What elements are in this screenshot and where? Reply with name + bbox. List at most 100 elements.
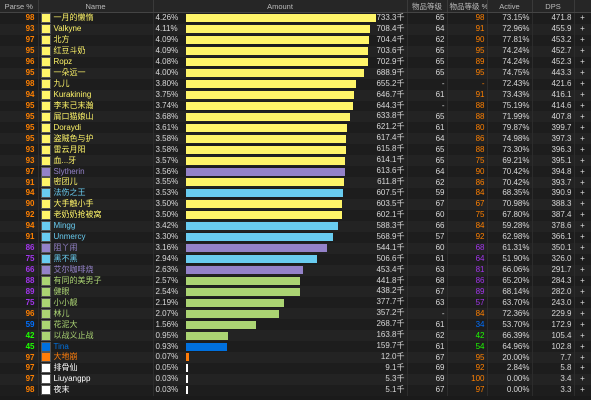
table-row[interactable]: 75 小小靓 2.19% 377.7千 63 57 63.70% 243.0 + — [0, 297, 591, 309]
expand-row-button[interactable]: + — [574, 220, 591, 232]
table-row[interactable]: 94 法伤之王 3.53% 607.5千 59 84 68.35% 390.9 + — [0, 188, 591, 199]
player-name[interactable]: 屑口猫娘山 — [53, 111, 94, 121]
player-name-cell[interactable]: Liuyangpp — [38, 373, 154, 385]
player-name[interactable]: Tina — [53, 341, 69, 351]
expand-row-button[interactable]: + — [574, 45, 591, 57]
col-header-item-level[interactable]: 物品等级 — [407, 0, 448, 13]
player-name-cell[interactable]: 夜末 — [38, 384, 154, 396]
player-name-cell[interactable]: 黑不黑 — [38, 253, 154, 265]
player-name-cell[interactable]: 大手触小手 — [38, 198, 154, 210]
table-row[interactable]: 45 Tina 0.93% 159.7千 61 54 64.96% 102.8 + — [0, 341, 591, 353]
player-name[interactable]: 林儿 — [53, 308, 70, 318]
expand-row-button[interactable]: + — [574, 297, 591, 309]
expand-row-button[interactable]: + — [574, 209, 591, 221]
expand-row-button[interactable]: + — [574, 78, 591, 90]
table-row[interactable]: 90 大手触小手 3.50% 603.5千 67 67 70.98% 388.3 + — [0, 198, 591, 210]
table-row[interactable]: 93 雷云月阳 3.58% 615.8千 65 88 73.30% 396.3 + — [0, 144, 591, 156]
player-name[interactable]: Mingg — [53, 221, 76, 231]
player-name-cell[interactable]: 老奶奶抢被窝 — [38, 209, 154, 221]
col-header-dps[interactable]: DPS — [532, 0, 575, 13]
table-row[interactable]: 97 Slytherin 3.56% 613.6千 64 90 70.42% 394.8 + — [0, 166, 591, 178]
player-name[interactable]: Ropz — [53, 57, 73, 67]
table-row[interactable]: 94 Kurakining 3.75% 646.7千 61 91 73.43% 416.1 + — [0, 89, 591, 101]
expand-row-button[interactable]: + — [574, 34, 591, 46]
expand-row-button[interactable]: + — [574, 275, 591, 287]
table-row[interactable]: 92 老奶奶抢被窝 3.50% 602.1千 60 75 67.80% 387.4 + — [0, 209, 591, 221]
expand-row-button[interactable]: + — [574, 177, 591, 188]
player-name-cell[interactable]: 屑口猫娘山 — [38, 111, 154, 123]
player-name[interactable]: 以战义止战 — [53, 330, 94, 340]
expand-row-button[interactable]: + — [574, 198, 591, 210]
expand-row-button[interactable]: + — [574, 155, 591, 167]
player-name-cell[interactable]: 红豆斗奶 — [38, 45, 154, 57]
player-name[interactable]: 血...牙 — [53, 155, 77, 165]
expand-row-button[interactable]: + — [574, 308, 591, 320]
table-row[interactable]: 97 Liuyangpp 0.03% 5.3千 69 100 0.00% 3.4 + — [0, 373, 591, 385]
expand-row-button[interactable]: + — [574, 111, 591, 123]
player-name-cell[interactable]: 大地崩 — [38, 352, 154, 363]
player-name-cell[interactable]: 阻丫闹 — [38, 242, 154, 254]
table-row[interactable]: 95 一朵远一 4.00% 688.9千 65 95 74.75% 443.3 + — [0, 67, 591, 79]
player-name-cell[interactable]: Ropz — [38, 56, 154, 68]
table-row[interactable]: 93 Valkyne 4.11% 708.4千 64 91 72.96% 455.9 + — [0, 23, 591, 35]
col-header-parse[interactable]: Parse % — [0, 0, 39, 13]
table-row[interactable]: 96 林儿 2.07% 357.2千 -84 72.36% 229.9 + — [0, 308, 591, 320]
player-name[interactable]: 大手触小手 — [53, 199, 94, 209]
player-name[interactable]: Liuyangpp — [53, 374, 91, 384]
player-name-cell[interactable]: Doraydi — [38, 122, 154, 134]
player-name[interactable]: 雷云月阳 — [53, 144, 86, 154]
player-name-cell[interactable]: 九儿 — [38, 78, 154, 90]
expand-row-button[interactable]: + — [574, 56, 591, 68]
expand-row-button[interactable]: + — [574, 100, 591, 112]
expand-row-button[interactable]: + — [574, 319, 591, 331]
player-name-cell[interactable]: 盗贼色与护 — [38, 133, 154, 145]
table-row[interactable]: 98 一月的懒惰 4.26% 733.3千 65 98 73.15% 471.8 + — [0, 12, 591, 24]
table-row[interactable]: 91 密团儿 3.55% 611.8千 62 86 70.42% 393.7 + — [0, 177, 591, 188]
player-name-cell[interactable]: Valkyne — [38, 23, 154, 35]
col-header-name[interactable]: Name — [38, 0, 154, 13]
expand-row-button[interactable]: + — [574, 12, 591, 24]
expand-row-button[interactable]: + — [574, 384, 591, 396]
player-name-cell[interactable]: 李末己末瀚 — [38, 100, 154, 112]
col-header-active[interactable]: Active — [487, 0, 533, 13]
player-name-cell[interactable]: 血...牙 — [38, 155, 154, 167]
player-name[interactable]: Unmercy — [53, 232, 86, 242]
table-row[interactable]: 96 Ropz 4.08% 702.9千 65 89 74.24% 452.3 + — [0, 56, 591, 68]
expand-row-button[interactable]: + — [574, 363, 591, 374]
player-name[interactable]: 九儿 — [53, 79, 70, 89]
player-name[interactable]: 小小靓 — [53, 297, 78, 307]
table-row[interactable]: 93 血...牙 3.57% 614.1千 65 75 69.21% 395.1 + — [0, 155, 591, 167]
table-row[interactable]: 94 Mingg 3.42% 588.3千 66 84 59.28% 378.6 + — [0, 220, 591, 232]
player-name-cell[interactable]: 雷云月阳 — [38, 144, 154, 156]
player-name[interactable]: Valkyne — [53, 24, 82, 34]
expand-row-button[interactable]: + — [574, 286, 591, 298]
player-name[interactable]: 夜末 — [53, 385, 70, 395]
player-name[interactable]: Slytherin — [53, 166, 85, 176]
player-name-cell[interactable]: Kurakining — [38, 89, 154, 101]
table-row[interactable]: 75 黑不黑 2.94% 506.6千 61 64 51.90% 326.0 + — [0, 253, 591, 265]
table-row[interactable]: 42 以战义止战 0.95% 163.8千 62 42 66.39% 105.4 + — [0, 330, 591, 342]
player-name[interactable]: 艾尔咖啡烧 — [53, 264, 94, 274]
player-name-cell[interactable]: 健眼 — [38, 286, 154, 298]
table-row[interactable]: 95 盗贼色与护 3.58% 617.4千 64 86 74.98% 397.3 + — [0, 133, 591, 145]
expand-row-button[interactable]: + — [574, 264, 591, 276]
player-name-cell[interactable]: 花泥大 — [38, 319, 154, 331]
expand-row-button[interactable]: + — [574, 373, 591, 385]
player-name[interactable]: 一朵远一 — [53, 68, 86, 78]
player-name-cell[interactable]: Slytherin — [38, 166, 154, 178]
col-header-amount[interactable]: Amount — [153, 0, 408, 13]
player-name-cell[interactable]: 密团儿 — [38, 177, 154, 188]
player-name-cell[interactable]: 林儿 — [38, 308, 154, 320]
player-name-cell[interactable]: 以战义止战 — [38, 330, 154, 342]
expand-row-button[interactable]: + — [574, 253, 591, 265]
player-name[interactable]: 密团儿 — [53, 177, 78, 187]
player-name[interactable]: 北方 — [53, 35, 70, 45]
table-row[interactable]: 59 花泥大 1.56% 268.7千 61 34 53.70% 172.9 + — [0, 319, 591, 331]
player-name-cell[interactable]: 一月的懒惰 — [38, 12, 154, 24]
expand-row-button[interactable]: + — [574, 89, 591, 101]
expand-row-button[interactable]: + — [574, 67, 591, 79]
player-name[interactable]: 红豆斗奶 — [53, 46, 86, 56]
player-name-cell[interactable]: Unmercy — [38, 231, 154, 243]
table-row[interactable]: 95 李末己末瀚 3.74% 644.3千 -88 75.19% 414.6 + — [0, 100, 591, 112]
player-name[interactable]: 一月的懒惰 — [53, 13, 94, 23]
